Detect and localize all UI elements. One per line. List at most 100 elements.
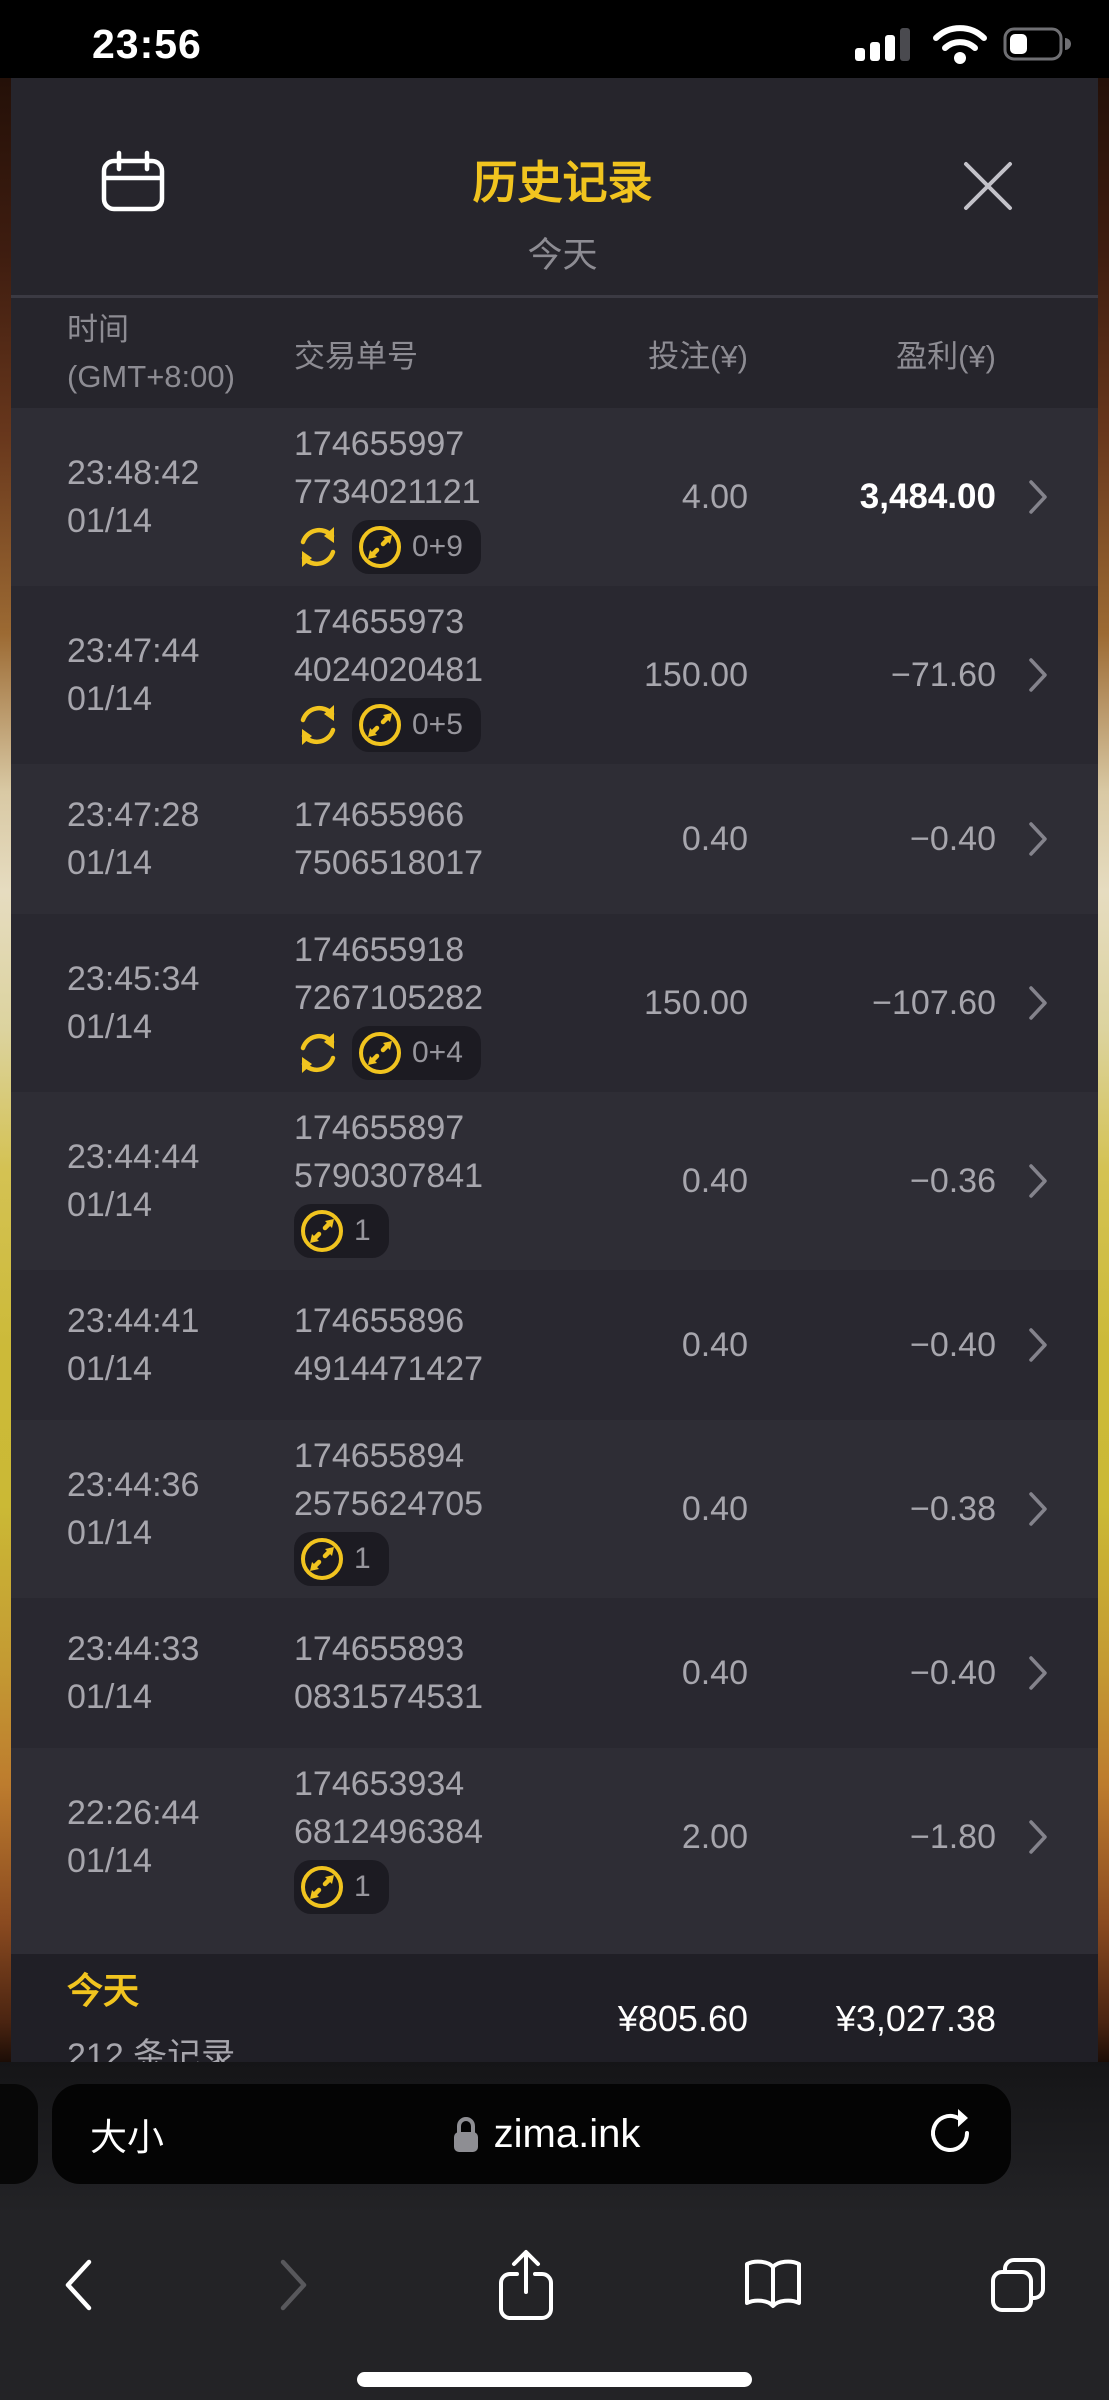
table-row[interactable]: 23:44:36 01/14 174655894 2575624705 1 xyxy=(11,1420,1098,1598)
row-date: 01/14 xyxy=(67,1514,153,1552)
wifi-icon xyxy=(933,25,987,64)
lock-icon xyxy=(453,2117,478,2152)
row-chevron-icon[interactable] xyxy=(1010,1654,1066,1692)
row-badges: 1 xyxy=(294,1860,524,1914)
table-header: 时间 (GMT+8:00) 交易单号 投注(¥) 盈利(¥) xyxy=(11,298,1098,408)
order-number-line1: 174655894 xyxy=(294,1437,465,1475)
order-number-line2: 4024020481 xyxy=(294,651,484,689)
summary-bar: 今天 212 条记录 ¥805.60 ¥3,027.38 xyxy=(11,1954,1098,2062)
row-chevron-icon[interactable] xyxy=(1010,1818,1066,1856)
table-row[interactable]: 23:47:44 01/14 174655973 4024020481 xyxy=(11,586,1098,764)
row-time: 23:44:44 xyxy=(67,1138,200,1176)
profit-amount: −0.40 xyxy=(909,819,996,858)
row-chevron-icon[interactable] xyxy=(1010,1490,1066,1528)
previous-tab-peek[interactable] xyxy=(0,2084,38,2184)
row-chevron-icon[interactable] xyxy=(1010,656,1066,694)
row-date: 01/14 xyxy=(67,1008,153,1046)
col-header-profit: 盈利(¥) xyxy=(896,338,996,374)
badge-count: 0+5 xyxy=(412,708,463,741)
share-button[interactable] xyxy=(495,2248,557,2325)
book-icon xyxy=(744,2259,801,2308)
summary-period: 今天 xyxy=(67,1969,140,2011)
row-date: 01/14 xyxy=(67,680,153,718)
row-time: 23:45:34 xyxy=(67,960,200,998)
order-number-line2: 7506518017 xyxy=(294,844,484,882)
close-button[interactable] xyxy=(958,156,1018,219)
reload-button[interactable] xyxy=(927,2108,973,2160)
table-row[interactable]: 23:45:34 01/14 174655918 7267105282 xyxy=(11,914,1098,1092)
row-chevron-icon[interactable] xyxy=(1010,1326,1066,1364)
table-row[interactable]: 23:44:41 01/14 174655896 4914471427 0.40… xyxy=(11,1270,1098,1420)
row-chevron-icon[interactable] xyxy=(1010,478,1066,516)
row-time: 22:26:44 xyxy=(67,1794,200,1832)
profit-amount: −71.60 xyxy=(891,655,996,694)
history-modal: 历史记录 今天 时间 (GMT+8:00) 交易单号 投注(¥) 盈利(¥) xyxy=(11,78,1098,2062)
battery-icon xyxy=(1003,27,1071,61)
bet-amount: 0.40 xyxy=(681,1325,748,1364)
tabs-icon xyxy=(991,2258,1045,2312)
bookmarks-button[interactable] xyxy=(741,2258,805,2315)
close-icon xyxy=(963,162,1012,210)
bet-amount: 0.40 xyxy=(681,819,748,858)
page-title: 历史记录 xyxy=(472,157,653,208)
profit-amount: 3,484.00 xyxy=(859,477,996,516)
row-time: 23:44:36 xyxy=(67,1466,200,1504)
refresh-icon xyxy=(300,527,336,567)
odds-circle-icon xyxy=(359,704,401,746)
order-number-line1: 174653934 xyxy=(294,1765,465,1803)
share-icon xyxy=(498,2250,553,2320)
row-date: 01/14 xyxy=(67,502,153,540)
odds-circle-icon xyxy=(301,1538,343,1580)
summary-bet-total: ¥805.60 xyxy=(617,1998,748,2039)
profit-amount: −0.38 xyxy=(909,1489,996,1528)
text-size-button[interactable]: 大小 xyxy=(90,2107,164,2161)
row-time: 23:48:42 xyxy=(67,454,200,492)
row-time: 23:44:33 xyxy=(67,1630,200,1668)
table-row[interactable]: 23:44:33 01/14 174655893 0831574531 0.40… xyxy=(11,1598,1098,1748)
modal-header: 历史记录 今天 xyxy=(11,78,1098,298)
home-indicator[interactable] xyxy=(357,2372,752,2387)
table-row[interactable]: 23:44:44 01/14 174655897 5790307841 1 xyxy=(11,1092,1098,1270)
order-number-line2: 2575624705 xyxy=(294,1485,484,1523)
odds-badge: 0+9 xyxy=(352,520,481,574)
order-number-line1: 174655896 xyxy=(294,1302,465,1340)
row-time: 23:47:44 xyxy=(67,632,200,670)
address-bar[interactable]: 大小 zima.ink xyxy=(52,2084,1011,2184)
order-number-line2: 5790307841 xyxy=(294,1157,484,1195)
badge-count: 1 xyxy=(354,1542,371,1575)
odds-badge: 1 xyxy=(294,1860,389,1914)
back-button[interactable] xyxy=(62,2258,94,2315)
profit-amount: −107.60 xyxy=(872,983,996,1022)
url-text: zima.ink xyxy=(493,2111,641,2156)
row-date: 01/14 xyxy=(67,1186,153,1224)
tabs-button[interactable] xyxy=(989,2256,1047,2317)
list-end-strip xyxy=(11,1926,1098,1954)
row-date: 01/14 xyxy=(67,1842,153,1880)
col-header-bet: 投注(¥) xyxy=(648,338,748,374)
refresh-icon xyxy=(300,705,336,745)
order-number-line2: 7267105282 xyxy=(294,979,484,1017)
row-badges: 0+5 xyxy=(294,698,524,752)
row-date: 01/14 xyxy=(67,1678,153,1716)
row-chevron-icon[interactable] xyxy=(1010,984,1066,1022)
badge-count: 0+9 xyxy=(412,530,463,563)
odds-badge: 0+5 xyxy=(352,698,481,752)
bet-amount: 0.40 xyxy=(681,1161,748,1200)
forward-button[interactable] xyxy=(278,2258,310,2315)
row-date: 01/14 xyxy=(67,844,153,882)
row-chevron-icon[interactable] xyxy=(1010,1162,1066,1200)
order-number-line1: 174655918 xyxy=(294,931,465,969)
table-row[interactable]: 23:47:28 01/14 174655966 7506518017 0.40… xyxy=(11,764,1098,914)
bet-amount: 150.00 xyxy=(644,655,748,694)
web-page-background: 历史记录 今天 时间 (GMT+8:00) 交易单号 投注(¥) 盈利(¥) xyxy=(0,78,1109,2062)
table-row[interactable]: 22:26:44 01/14 174653934 6812496384 1 xyxy=(11,1748,1098,1926)
odds-badge: 0+4 xyxy=(352,1026,481,1080)
history-rows: 23:48:42 01/14 174655997 7734021121 xyxy=(11,408,1098,1926)
order-number-line1: 174655997 xyxy=(294,425,465,463)
bet-amount: 0.40 xyxy=(681,1653,748,1692)
calendar-icon xyxy=(101,150,165,212)
calendar-button[interactable] xyxy=(99,150,167,217)
table-row[interactable]: 23:48:42 01/14 174655997 7734021121 xyxy=(11,408,1098,586)
row-chevron-icon[interactable] xyxy=(1010,820,1066,858)
